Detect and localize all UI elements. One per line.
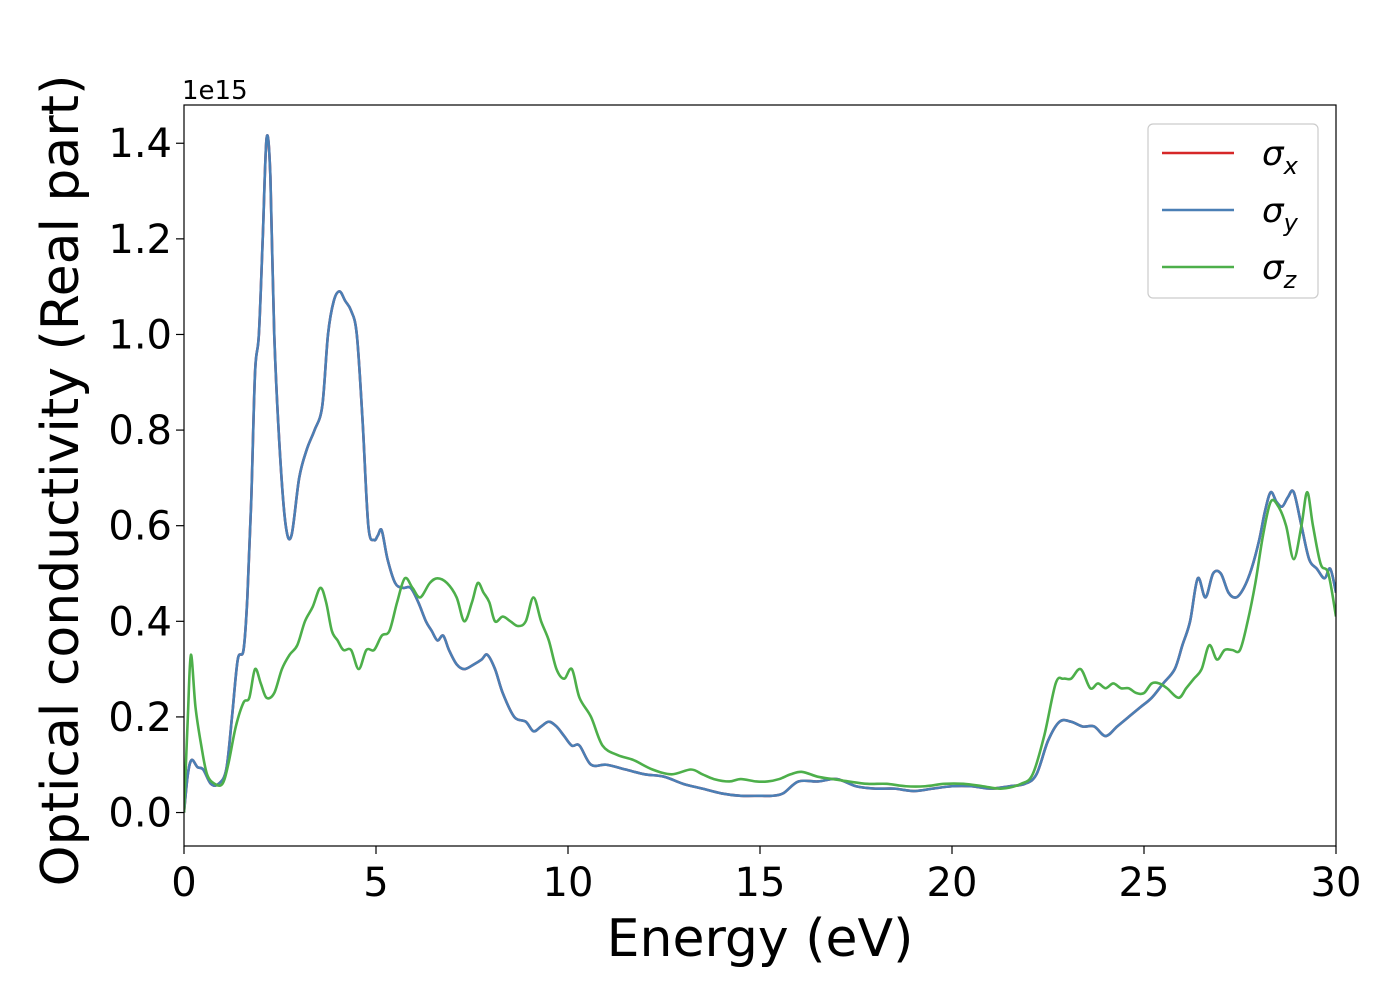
- y-tick-label: 0.4: [108, 599, 172, 645]
- y-axis-label: Optical conductivity (Real part): [31, 75, 91, 887]
- y-tick-label: 0.6: [108, 504, 172, 550]
- x-tick-label: 30: [1311, 860, 1362, 906]
- x-tick-label: 0: [171, 860, 196, 906]
- x-tick-label: 15: [735, 860, 786, 906]
- x-tick-label: 20: [927, 860, 978, 906]
- x-axis-label: Energy (eV): [607, 909, 914, 969]
- x-tick-label: 10: [543, 860, 594, 906]
- y-tick-label: 0.0: [108, 791, 172, 837]
- y-tick-label: 1.2: [108, 217, 172, 263]
- legend-item-x: σx: [1162, 134, 1299, 180]
- x-tick-label: 25: [1119, 860, 1170, 906]
- y-tick-label: 1.4: [108, 121, 172, 167]
- x-axis-ticks: 0 5 10 15 20 25 30: [171, 846, 1361, 906]
- x-tick-label: 5: [363, 860, 388, 906]
- y-tick-label: 1.0: [108, 312, 172, 358]
- y-offset-text: 1e15: [182, 76, 248, 106]
- y-axis-ticks: 0.0 0.2 0.4 0.6 0.8 1.0 1.2 1.4: [108, 121, 184, 837]
- series-line-y: [184, 134, 1336, 813]
- y-tick-label: 0.2: [108, 695, 172, 741]
- series-layer: [184, 134, 1336, 813]
- y-tick-label: 0.8: [108, 408, 172, 454]
- series-line-z: [184, 490, 1336, 813]
